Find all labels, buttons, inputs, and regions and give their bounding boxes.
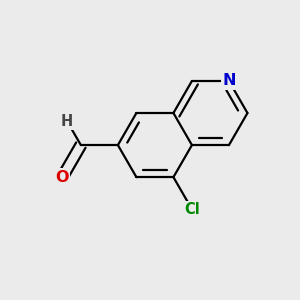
- Text: H: H: [61, 113, 73, 128]
- Text: O: O: [56, 170, 69, 185]
- Text: Cl: Cl: [184, 202, 200, 217]
- Text: N: N: [222, 74, 236, 88]
